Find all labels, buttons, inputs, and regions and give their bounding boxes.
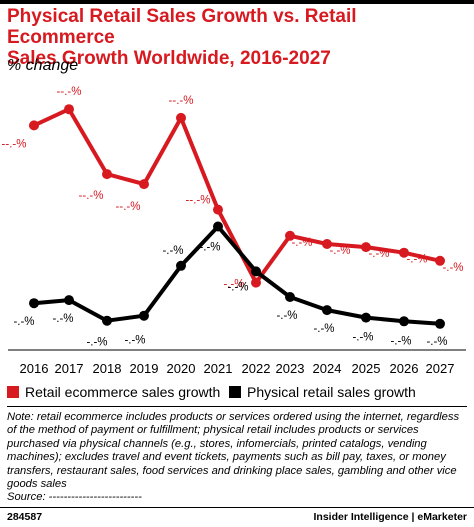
x-tick-label: 2020: [167, 361, 196, 376]
x-tick-label: 2018: [93, 361, 122, 376]
physical-data-point: [64, 295, 74, 306]
physical-data-point: [139, 310, 149, 321]
note-line: Note: retail ecommerce includes products…: [7, 411, 460, 423]
ecommerce-data-label: --.-%: [2, 138, 27, 150]
physical-data-label: -.-%: [390, 335, 411, 347]
legend-item-physical: Physical retail sales growth: [229, 384, 416, 400]
ecommerce-data-label: -.-%: [291, 237, 312, 249]
line-chart: 2016 2017 2018 2019 2020 2021 2022 2023 2024 2025…: [2, 86, 466, 376]
physical-data-label: -.-%: [162, 245, 183, 257]
ecommerce-data-point: [213, 204, 223, 215]
ecommerce-data-label: --.-%: [57, 86, 82, 98]
ecommerce-data-label: -.-%: [223, 279, 244, 291]
x-tick-label: 2022: [242, 361, 271, 376]
physical-data-label: -.-%: [227, 281, 248, 293]
legend: Retail ecommerce sales growth Physical r…: [7, 384, 467, 407]
x-tick-label: 2025: [352, 361, 381, 376]
legend-label-physical: Physical retail sales growth: [247, 384, 416, 400]
physical-series-line: [32, 224, 442, 326]
note-line: machines); excludes travel and event tic…: [7, 451, 446, 464]
x-tick-label: 2026: [390, 361, 419, 376]
x-tick-label: 2024: [313, 361, 342, 376]
top-rule: [0, 0, 474, 4]
physical-data-label: -.-%: [276, 310, 297, 322]
x-tick-label: 2023: [276, 361, 305, 376]
physical-data-point: [102, 315, 112, 326]
physical-data-point: [251, 266, 261, 277]
x-tick-label: 2017: [55, 361, 84, 376]
physical-data-point: [322, 305, 332, 316]
x-tick-label: 2016: [20, 361, 49, 376]
physical-data-label: -.-%: [426, 336, 447, 348]
note-line: purchased via physical channels (e.g., s…: [7, 437, 427, 450]
ecommerce-data-point: [435, 255, 445, 266]
legend-divider: [7, 406, 467, 407]
physical-data-label: -.-%: [199, 242, 220, 254]
footer: 284587 Insider Intelligence | eMarketer: [0, 507, 474, 527]
source-line: Source: -------------------------: [7, 491, 142, 504]
ecommerce-data-point: [176, 112, 186, 123]
physical-data-label: -.-%: [313, 323, 334, 335]
ecommerce-data-point: [251, 277, 261, 288]
x-tick-label: 2027: [426, 361, 455, 376]
physical-data-label: -.-%: [352, 332, 373, 344]
legend-swatch-ecommerce: [7, 386, 19, 398]
physical-data-point: [399, 316, 409, 327]
physical-data-point: [435, 318, 445, 329]
ecommerce-data-label: --.-%: [116, 201, 141, 213]
chart-subtitle: % change: [7, 57, 79, 74]
ecommerce-data-label: --.-%: [169, 95, 194, 107]
note-line: transfers, restaurant sales, food servic…: [7, 464, 457, 477]
legend-label-ecommerce: Retail ecommerce sales growth: [25, 384, 221, 400]
x-tick-label: 2021: [204, 361, 233, 376]
ecommerce-data-label: -.-%: [442, 262, 463, 274]
note-line: of the method of payment or fulfillment;…: [7, 424, 419, 437]
ecommerce-data-point: [29, 120, 39, 131]
chart-note: Note: retail ecommerce includes products…: [7, 411, 469, 505]
x-tick-label: 2019: [130, 361, 159, 376]
physical-data-point: [176, 260, 186, 271]
ecommerce-data-point: [399, 247, 409, 258]
note-line: goods sales: [7, 478, 67, 491]
chart-title: Physical Retail Sales Growth vs. Retail …: [7, 6, 467, 69]
physical-data-point: [361, 312, 371, 323]
ecommerce-data-point: [322, 239, 332, 249]
chart-title-line-2: Sales Growth Worldwide, 2016-2027: [7, 48, 331, 69]
ecommerce-data-label: -.-%: [329, 245, 350, 257]
physical-data-point: [29, 298, 39, 309]
chart-id: 284587: [7, 511, 43, 523]
physical-data-label: -.-%: [124, 335, 145, 347]
physical-data-point: [213, 221, 223, 232]
ecommerce-data-label: --.-%: [79, 190, 104, 202]
physical-data-label: -.-%: [52, 313, 73, 325]
ecommerce-data-point: [139, 179, 149, 190]
plot-area: 2016 2017 2018 2019 2020 2021 2022 2023 2024 2025…: [2, 86, 466, 376]
chart-title-line-1: Physical Retail Sales Growth vs. Retail …: [7, 6, 357, 48]
ecommerce-data-point: [361, 242, 371, 253]
ecommerce-data-point: [64, 104, 74, 115]
ecommerce-data-label: -.-%: [406, 254, 427, 266]
physical-data-point: [285, 292, 295, 302]
ecommerce-data-point: [102, 169, 112, 180]
ecommerce-data-label: --.-%: [186, 195, 211, 207]
physical-data-label: -.-%: [13, 316, 34, 328]
ecommerce-data-label: -.-%: [368, 248, 389, 260]
ecommerce-data-point: [285, 230, 295, 241]
brand-credit: Insider Intelligence | eMarketer: [313, 511, 468, 523]
physical-data-label: -.-%: [86, 337, 107, 349]
legend-swatch-physical: [229, 386, 241, 398]
legend-item-ecommerce: Retail ecommerce sales growth: [7, 384, 220, 400]
